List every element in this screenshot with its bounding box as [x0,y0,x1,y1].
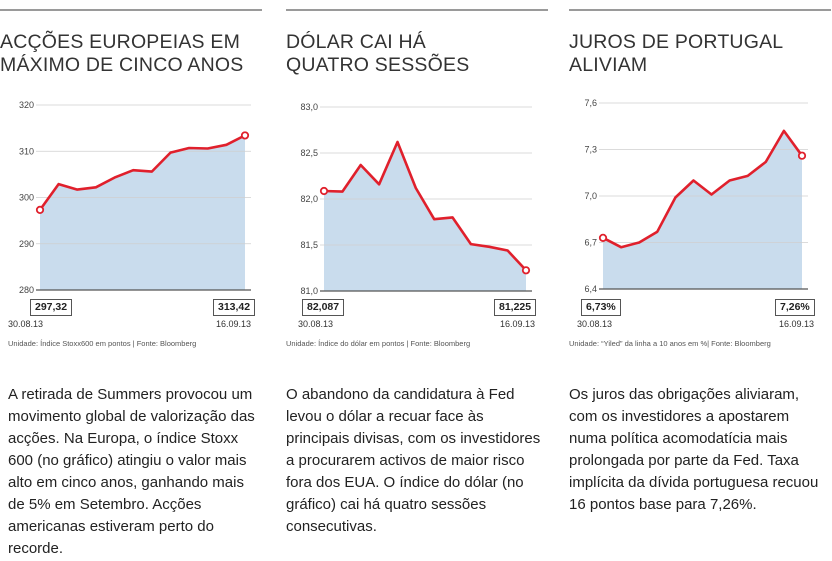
y-tick-label: 6,7 [584,238,597,248]
y-tick-label: 7,3 [584,145,597,155]
y-tick-label: 280 [19,285,34,295]
y-tick-label: 81,0 [300,286,318,296]
end-date: 16.09.13 [216,319,252,329]
y-tick-label: 300 [19,193,34,203]
end-value-badge: 7,26% [775,299,815,316]
body-text: Os juros das obrigações aliviaram, com o… [569,386,819,513]
y-tick-label: 290 [19,239,34,249]
start-date: 30.08.13 [8,319,44,329]
panel-portugal-yield: JUROS DE PORTUGAL ALIVIAM 7,6 7,3 7,0 6,7 6,… [569,0,831,561]
y-tick-label: 6,4 [584,284,597,294]
title-line-1: DÓLAR CAI HÁ [286,31,427,53]
title-line-1: JUROS DE PORTUGAL [569,31,784,53]
series-line [38,134,247,212]
start-value-badge: 6,73% [581,299,621,316]
start-point-marker [319,186,329,196]
y-tick-label: 81,5 [300,240,318,250]
y-tick-label: 83,0 [300,102,318,112]
source-note: Unidade: “Yiled” da linha a 10 anos em %… [569,339,771,348]
end-value-badge: 313,42 [213,299,256,316]
title-line-2: QUATRO SESSÕES [286,54,470,76]
y-tick-label: 82,5 [300,148,318,158]
start-value-badge: 82,087 [302,299,345,316]
top-rule [286,9,548,11]
y-tick-label: 7,0 [584,191,597,201]
end-point-marker [797,151,807,160]
y-tick-label: 7,6 [584,98,597,108]
chart-portugal-yield: 7,6 7,3 7,0 6,7 6,4 [584,98,808,294]
title-line-1: ACÇÕES EUROPEIAS EM [0,31,241,53]
panel-stoxx: ACÇÕES EUROPEIAS EM MÁXIMO DE CINCO ANOS… [0,0,262,561]
panel-dollar: DÓLAR CAI HÁ QUATRO SESSÕES 83,0 82,5 82,0… [286,0,548,561]
end-value-badge: 81,225 [494,299,537,316]
end-date: 16.09.13 [779,319,815,329]
source-note: Unidade: Índice Stoxx600 em pontos | Fon… [8,339,197,348]
series-line [601,129,804,249]
start-date: 30.08.13 [298,319,334,329]
start-value-badge: 297,32 [30,299,73,316]
y-tick-label: 320 [19,100,34,110]
area-fill [324,142,526,291]
body-text: O abandono da candidatura à Fed levou o … [286,386,541,535]
panel-title: JUROS DE PORTUGAL ALIVIAM [569,31,831,77]
start-date: 30.08.13 [577,319,613,329]
body-text: A retirada de Summers provocou um movime… [8,386,255,557]
chart-stoxx: 320 310 300 290 280 [19,100,251,295]
y-tick-label: 310 [19,146,34,156]
top-rule [569,9,831,11]
end-date: 16.09.13 [500,319,536,329]
panel-title: ACÇÕES EUROPEIAS EM MÁXIMO DE CINCO ANOS [0,31,262,77]
area-fill [603,130,802,289]
end-point-marker [521,266,531,275]
series-line [322,140,528,272]
start-point-marker [35,205,45,214]
panel-title: DÓLAR CAI HÁ QUATRO SESSÕES [286,31,548,77]
chart-dollar: 83,0 82,5 82,0 81,5 81,0 [300,102,532,296]
title-line-2: ALIVIAM [569,54,648,76]
area-fill [40,135,245,290]
source-note: Unidade: Índice do dólar em pontos | Fon… [286,339,471,348]
y-tick-label: 82,0 [300,194,318,204]
title-line-2: MÁXIMO DE CINCO ANOS [0,54,244,76]
start-point-marker [598,233,608,242]
end-point-marker [240,131,250,140]
top-rule [0,9,262,11]
